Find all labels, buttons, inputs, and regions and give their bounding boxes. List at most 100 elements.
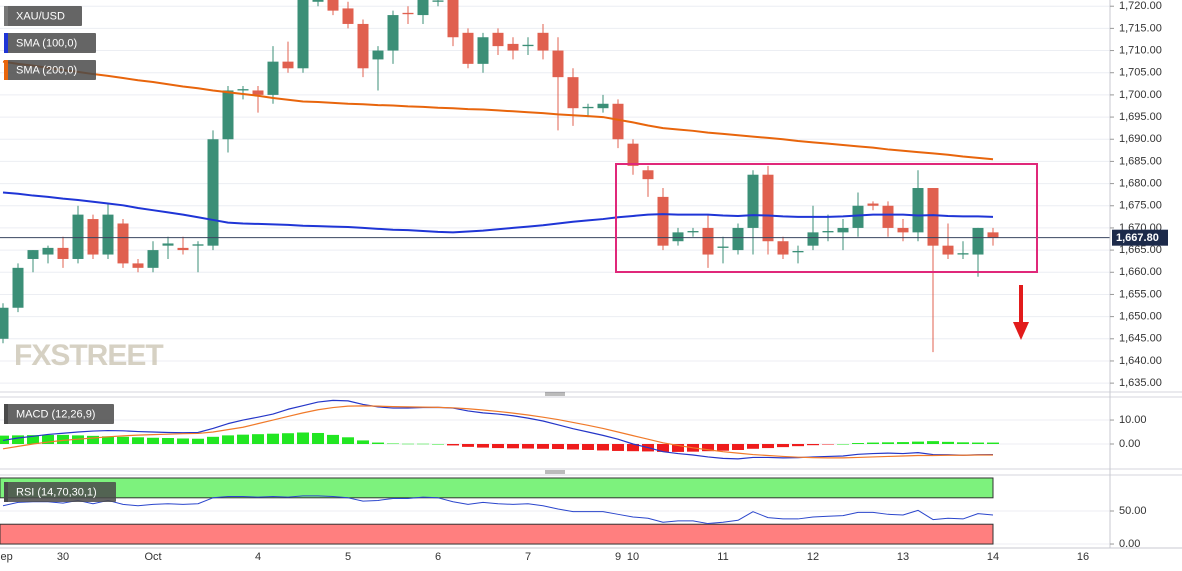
legend-label: SMA (100,0) [16, 37, 77, 49]
drag-handle[interactable] [545, 392, 565, 474]
candle-body [582, 106, 594, 109]
histogram-bar [807, 444, 819, 446]
candle-body [477, 37, 489, 64]
candle-body [972, 227, 984, 255]
y-tick-label: 1,645.00 [1119, 333, 1162, 345]
x-tick-label: 30 [57, 551, 69, 563]
histogram-bar [762, 444, 774, 449]
x-tick-label: 9 [615, 551, 621, 563]
histogram-bar [57, 434, 69, 444]
candle-body [252, 90, 264, 95]
histogram-bar [657, 444, 669, 452]
histogram-bar [912, 441, 924, 444]
histogram-bar [87, 435, 99, 444]
rsi-band [0, 477, 994, 499]
candle-body [792, 250, 804, 253]
histogram-bar [207, 436, 219, 444]
candle-body [132, 263, 144, 268]
candle-body [612, 103, 624, 140]
histogram-bar [447, 444, 459, 446]
candle-body [897, 227, 909, 233]
x-tick-label: 4 [255, 551, 261, 563]
x-tick-label: 6 [435, 551, 441, 563]
candle-body [657, 196, 669, 246]
rsi-line [2, 495, 994, 525]
histogram-bar [522, 444, 534, 449]
histogram-bar [567, 444, 579, 450]
y-tick-label: 1,705.00 [1119, 67, 1162, 79]
candle-body [717, 246, 729, 248]
legend-swatch [4, 6, 8, 26]
histogram-bar [42, 434, 54, 444]
candle-body [177, 247, 189, 251]
legend-label: MACD (12,26,9) [16, 408, 95, 420]
rsi-band [0, 523, 994, 545]
histogram-bar [252, 434, 264, 444]
histogram-bar [417, 443, 429, 445]
legend-box [4, 482, 116, 502]
histogram-bar [732, 444, 744, 450]
histogram-bar [537, 444, 549, 449]
y-tick-label: 1,640.00 [1119, 355, 1162, 367]
rsi-panel [0, 477, 994, 545]
histogram-bar [177, 438, 189, 444]
sma-line [2, 191, 994, 234]
legend-box [4, 60, 96, 80]
histogram-bar [12, 435, 24, 444]
y-tick-label: 1,680.00 [1119, 177, 1162, 189]
histogram-bar [837, 444, 849, 445]
histogram-bar [942, 441, 954, 444]
y-tick-label: 0.00 [1119, 438, 1140, 450]
legend-swatch [4, 482, 8, 502]
y-tick-label: 1,675.00 [1119, 200, 1162, 212]
candle-body [342, 8, 354, 24]
y-tick-label: 1,685.00 [1119, 155, 1162, 167]
candle-body [987, 232, 999, 238]
candle-body [357, 23, 369, 69]
histogram-bar [717, 444, 729, 451]
histogram-bar [372, 442, 384, 444]
candle-body [672, 232, 684, 242]
y-tick-label: 1,710.00 [1119, 44, 1162, 56]
candle-body [57, 247, 69, 259]
y-tick-label: 1,635.00 [1119, 377, 1162, 389]
x-tick-label: Oct [144, 551, 161, 563]
histogram-bar [432, 444, 444, 445]
histogram-bar [327, 434, 339, 444]
candle-body [687, 231, 699, 233]
histogram-bar [162, 438, 174, 444]
candle-body [432, 0, 444, 2]
x-tick-label: 16 [1077, 551, 1089, 563]
legend: XAU/USD SMA (100,0) SMA (200,0) MACD (12,26… [4, 6, 116, 502]
y-tick-label: 0.00 [1119, 538, 1140, 550]
histogram-bar [492, 444, 504, 449]
x-tick-label: 13 [897, 551, 909, 563]
histogram-bar [702, 444, 714, 452]
candle-body [42, 247, 54, 255]
candle-body [102, 214, 114, 255]
candle-body [237, 89, 249, 91]
candle-body [27, 250, 39, 259]
candle-body [927, 188, 939, 246]
candle-body [327, 0, 339, 11]
macd-line [2, 405, 993, 459]
y-tick-label: 1,690.00 [1119, 133, 1162, 145]
histogram-bar [612, 444, 624, 451]
histogram-bar [477, 444, 489, 448]
histogram-bar [867, 442, 879, 444]
candle-body [12, 267, 24, 308]
histogram-bar [507, 444, 519, 449]
histogram-bar [147, 437, 159, 444]
x-tick-label: 11 [717, 551, 728, 563]
y-tick-label: 1,695.00 [1119, 111, 1162, 123]
candle-body [537, 32, 549, 51]
y-tick-label: 1,655.00 [1119, 288, 1162, 300]
x-tick-label: Sep [0, 551, 13, 563]
histogram-bar [597, 444, 609, 451]
candle-body [822, 231, 834, 233]
histogram-bar [747, 444, 759, 449]
x-tick-label: 10 [627, 551, 639, 563]
histogram-bar [882, 442, 894, 444]
histogram-bar [777, 444, 789, 448]
